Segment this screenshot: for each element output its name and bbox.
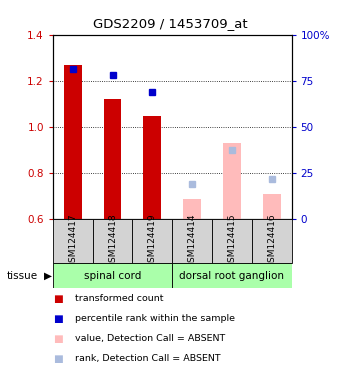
- Text: ▶: ▶: [44, 270, 52, 281]
- Bar: [183, 199, 201, 219]
- Bar: [223, 143, 241, 219]
- Text: ■: ■: [53, 354, 63, 364]
- Bar: [93, 219, 132, 263]
- Bar: [172, 219, 212, 263]
- Bar: [263, 194, 281, 219]
- Text: GSM124419: GSM124419: [148, 214, 157, 268]
- Text: GSM124414: GSM124414: [188, 214, 197, 268]
- Text: value, Detection Call = ABSENT: value, Detection Call = ABSENT: [75, 334, 225, 343]
- Text: transformed count: transformed count: [75, 294, 164, 303]
- Text: GSM124417: GSM124417: [68, 214, 77, 268]
- Bar: [172, 263, 292, 288]
- Text: rank, Detection Call = ABSENT: rank, Detection Call = ABSENT: [75, 354, 221, 362]
- Bar: [53, 263, 172, 288]
- Bar: [104, 99, 121, 219]
- Bar: [64, 65, 82, 219]
- Bar: [53, 219, 93, 263]
- Bar: [252, 219, 292, 263]
- Text: tissue: tissue: [7, 270, 38, 281]
- Text: ■: ■: [53, 294, 63, 304]
- Text: dorsal root ganglion: dorsal root ganglion: [179, 270, 284, 281]
- Text: percentile rank within the sample: percentile rank within the sample: [75, 314, 235, 323]
- Text: GSM124416: GSM124416: [267, 214, 276, 268]
- Text: ■: ■: [53, 314, 63, 324]
- Bar: [212, 219, 252, 263]
- Text: GSM124415: GSM124415: [227, 214, 236, 268]
- Bar: [132, 219, 172, 263]
- Text: GDS2209 / 1453709_at: GDS2209 / 1453709_at: [93, 17, 248, 30]
- Bar: [143, 116, 161, 219]
- Text: ■: ■: [53, 334, 63, 344]
- Text: GSM124418: GSM124418: [108, 214, 117, 268]
- Text: spinal cord: spinal cord: [84, 270, 141, 281]
